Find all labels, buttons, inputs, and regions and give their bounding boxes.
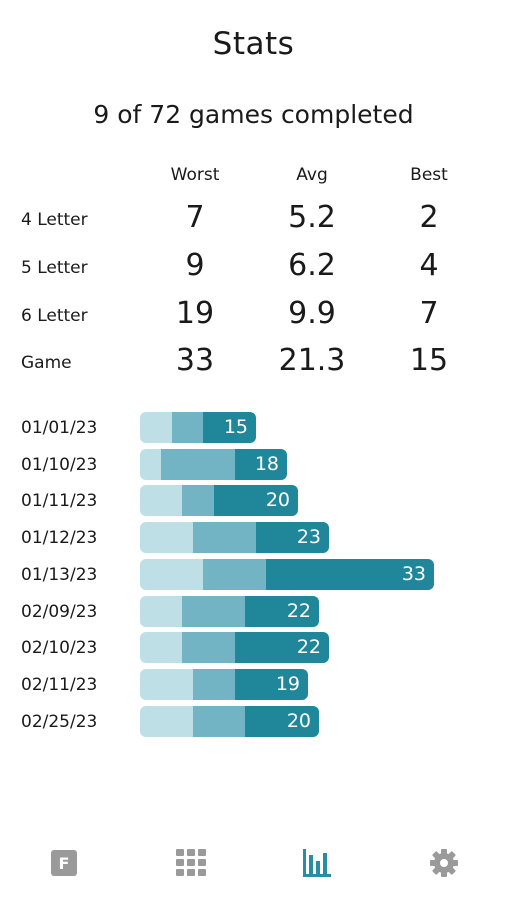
history-bar: 15 [140,412,256,443]
bar-segment-dark [213,485,298,516]
bar-segment-dark [234,449,287,480]
f-logo-letter: F [59,854,70,873]
avg-value: 21.3 [278,343,346,378]
history-bar: 20 [140,485,298,516]
history-row: 01/13/23 33 [0,559,507,590]
bar-segment-mid [182,596,246,627]
best-value: 7 [419,296,439,331]
history-date: 02/09/23 [21,602,98,622]
history-date: 02/25/23 [21,712,98,732]
worst-value: 33 [175,343,215,378]
history-total: 19 [275,673,300,695]
best-value: 15 [409,343,449,378]
grid-icon [176,849,206,876]
bar-segment-light [140,669,193,700]
bar-segment-dark [266,559,434,590]
row-label: 6 Letter [21,306,88,326]
history-row: 02/09/23 22 [0,596,507,627]
avg-value: 6.2 [288,248,336,283]
history-total: 20 [286,710,311,732]
bar-segment-light [140,706,193,737]
bar-segment-dark [234,632,329,663]
history-date: 01/01/23 [21,418,98,438]
best-value: 2 [419,200,439,235]
bar-segment-light [140,485,183,516]
f-logo-icon: F [51,850,77,876]
history-row: 02/11/23 19 [0,669,507,700]
column-header-avg: Avg [296,165,328,185]
bar-segment-dark [234,669,308,700]
bar-segment-dark [203,412,256,443]
games-completed-summary: 9 of 72 games completed [93,100,414,129]
bar-segment-light [140,559,203,590]
column-header-worst: Worst [170,165,220,185]
bar-segment-light [140,632,182,663]
bar-segment-dark [255,522,329,553]
history-total: 22 [286,600,311,622]
bar-segment-light [140,522,193,553]
history-total: 23 [296,526,321,548]
bar-segment-mid [192,522,256,553]
history-row: 02/25/23 20 [0,706,507,737]
bottom-nav: F [0,838,507,888]
history-date: 01/10/23 [21,455,98,475]
bar-segment-mid [192,669,235,700]
gear-icon [430,849,458,877]
history-bar: 18 [140,449,287,480]
avg-value: 9.9 [288,296,336,331]
column-header-best: Best [410,165,448,185]
worst-value: 9 [185,248,205,283]
history-date: 01/13/23 [21,565,98,585]
history-total: 22 [296,636,321,658]
history-row: 01/11/23 20 [0,485,507,516]
bar-segment-mid [161,449,235,480]
stats-icon [303,849,331,877]
history-bar: 20 [140,706,319,737]
nav-puzzles[interactable] [166,838,216,888]
history-total: 33 [401,563,426,585]
nav-home[interactable]: F [39,838,89,888]
page-title: Stats [212,26,295,62]
bar-segment-dark [245,596,319,627]
history-date: 02/10/23 [21,638,98,658]
worst-value: 7 [185,200,205,235]
history-date: 01/11/23 [21,491,98,511]
nav-stats[interactable] [292,838,342,888]
history-row: 01/10/23 18 [0,449,507,480]
bar-segment-light [140,412,172,443]
history-total: 20 [265,489,290,511]
history-total: 15 [223,416,248,438]
history-total: 18 [254,453,279,475]
bar-segment-mid [192,706,246,737]
history-date: 02/11/23 [21,675,98,695]
history-row: 01/01/23 15 [0,412,507,443]
bar-segment-mid [203,559,266,590]
history-bar: 33 [140,559,434,590]
bar-segment-mid [182,485,214,516]
bar-segment-light [140,596,183,627]
best-value: 4 [419,248,439,283]
bar-segment-dark [245,706,319,737]
avg-value: 5.2 [288,200,336,235]
history-row: 02/10/23 22 [0,632,507,663]
history-bar: 22 [140,632,329,663]
bar-segment-mid [182,632,235,663]
row-label: Game [21,353,72,373]
bar-segment-mid [171,412,204,443]
row-label: 5 Letter [21,258,88,278]
history-row: 01/12/23 23 [0,522,507,553]
history-date: 01/12/23 [21,528,98,548]
bar-segment-light [140,449,161,480]
worst-value: 19 [175,296,215,331]
history-bar: 23 [140,522,329,553]
nav-settings[interactable] [419,838,469,888]
history-bar: 22 [140,596,319,627]
history-bar: 19 [140,669,308,700]
row-label: 4 Letter [21,210,88,230]
